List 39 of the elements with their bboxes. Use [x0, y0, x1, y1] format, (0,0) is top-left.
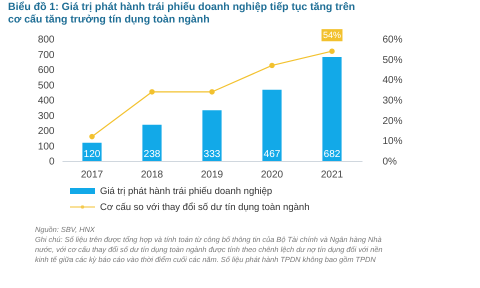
point — [149, 89, 155, 95]
legend-label: Cơ cấu so với thay đổi số dư tín dụng toàn ngành — [100, 202, 310, 213]
y2-tick-label: 30% — [382, 96, 403, 106]
y-tick-label: 100 — [38, 141, 55, 152]
x-tick-label: 2018 — [140, 170, 164, 180]
data-label: 333 — [204, 149, 221, 160]
point — [209, 89, 215, 95]
y2-tick-label: 0% — [382, 156, 398, 168]
bar — [322, 56, 342, 161]
bar — [202, 110, 222, 161]
x-tick-label: 2021 — [320, 170, 344, 180]
y2-tick-label: 60% — [382, 34, 403, 46]
y-tick-label: 500 — [38, 80, 55, 92]
y-tick-label: 0 — [48, 156, 55, 168]
y2-tick-label: 10% — [382, 136, 403, 148]
legend-label: Giá trị phát hành trái phiếu doanh nghiệp — [100, 186, 272, 197]
bar — [142, 124, 162, 161]
data-label: 54% — [322, 30, 342, 40]
y-tick-label: 600 — [38, 65, 55, 76]
data-label: 467 — [264, 149, 281, 160]
chart-title: Biểu đồ 1: Giá trị phát hành trái phiếu doanh nghiệp tiếp tục tăng trên cơ cấu tăng trưởng tín dụng toàn ngành — [8, 1, 356, 26]
x-tick-label: 2020 — [260, 170, 284, 180]
x-tick-label: 2017 — [80, 170, 104, 180]
point — [269, 62, 275, 68]
y2-tick-label: 40% — [382, 75, 403, 86]
y-tick-label: 200 — [38, 126, 55, 137]
point — [89, 134, 95, 140]
y-tick-label: 800 — [38, 34, 55, 46]
data-label: 682 — [324, 149, 341, 160]
y-tick-label: 300 — [38, 110, 55, 122]
y2-tick-label: 50% — [382, 54, 403, 66]
y-tick-label: 700 — [38, 50, 55, 61]
y2-tick-label: 20% — [382, 116, 403, 127]
bar — [262, 90, 282, 161]
x-tick-label: 2019 — [200, 170, 224, 180]
point — [329, 48, 335, 54]
data-label: 238 — [144, 149, 161, 160]
data-label: 120 — [84, 149, 101, 160]
y-tick-label: 400 — [38, 96, 55, 106]
